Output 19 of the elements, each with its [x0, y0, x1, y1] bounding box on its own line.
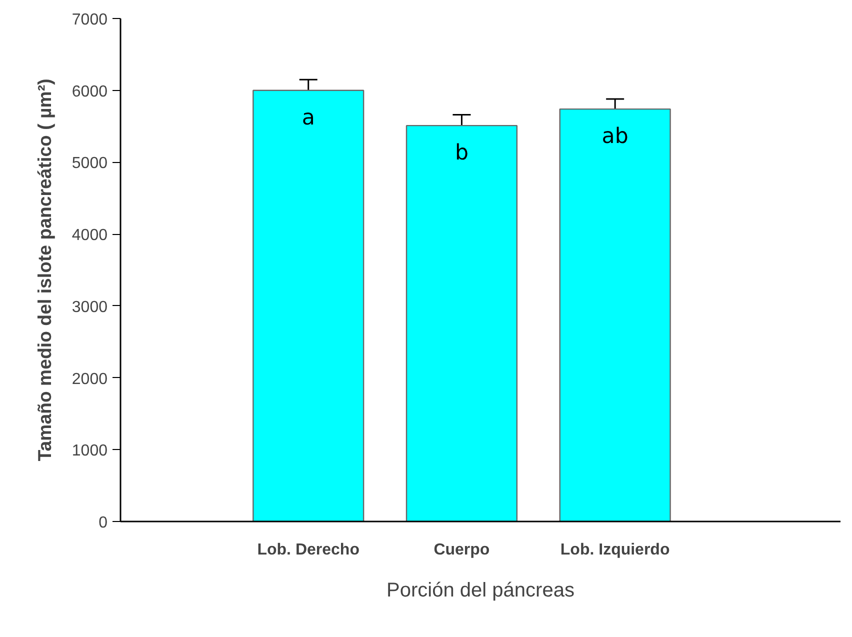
x-axis-title: Porción del páncreas [386, 580, 574, 602]
y-tick-label: 4000 [72, 227, 108, 244]
y-tick-label: 1000 [72, 442, 108, 460]
y-tick-label: 0 [98, 514, 108, 532]
y-axis-title: Tamaño medio del islote pancreático ( µm²) [34, 78, 55, 462]
x-tick-label: Cuerpo [434, 542, 490, 558]
y-tick-label: 5000 [72, 155, 108, 172]
y-tick-label: 7000 [72, 12, 108, 28]
y-tick-label: 3000 [72, 298, 108, 316]
annotation: ab [602, 124, 628, 150]
bar [252, 90, 364, 522]
x-tick-label: Lob. Izquierdo [560, 542, 670, 558]
x-tick-label: Lob. Derecho [257, 542, 360, 558]
bar [559, 108, 671, 522]
y-tick-label: 2000 [72, 370, 108, 388]
annotation: b [454, 140, 468, 166]
y-tick-label: 6000 [72, 83, 108, 100]
bar [406, 124, 518, 522]
annotation: a [302, 105, 315, 130]
